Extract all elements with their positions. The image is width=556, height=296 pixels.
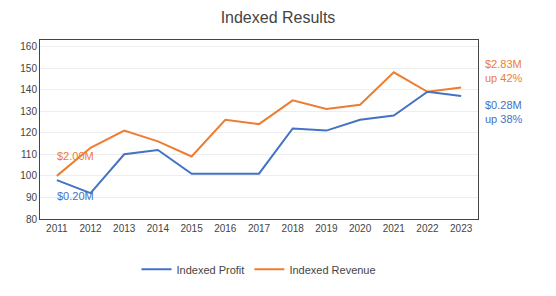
svg-text:2018: 2018 <box>282 223 305 234</box>
svg-text:2012: 2012 <box>79 223 102 234</box>
svg-text:150: 150 <box>20 63 37 74</box>
svg-text:Indexed Revenue: Indexed Revenue <box>289 264 375 276</box>
svg-text:2021: 2021 <box>383 223 406 234</box>
svg-text:100: 100 <box>20 170 37 181</box>
svg-text:$2.83Mup 42%: $2.83Mup 42% <box>485 58 523 84</box>
svg-text:2023: 2023 <box>450 223 473 234</box>
svg-text:130: 130 <box>20 106 37 117</box>
svg-text:$2.00M: $2.00M <box>57 150 94 162</box>
svg-text:90: 90 <box>26 192 38 203</box>
svg-text:$0.20M: $0.20M <box>57 190 94 202</box>
svg-text:Indexed Results: Indexed Results <box>221 9 336 26</box>
svg-text:2019: 2019 <box>315 223 338 234</box>
svg-text:140: 140 <box>20 84 37 95</box>
svg-text:120: 120 <box>20 127 37 138</box>
svg-text:2015: 2015 <box>180 223 203 234</box>
svg-text:80: 80 <box>26 214 38 225</box>
svg-text:2016: 2016 <box>214 223 237 234</box>
svg-text:160: 160 <box>20 41 37 52</box>
svg-text:110: 110 <box>21 149 37 160</box>
svg-text:$0.28Mup 38%: $0.28Mup 38% <box>485 99 523 125</box>
svg-text:2020: 2020 <box>349 223 372 234</box>
svg-text:2022: 2022 <box>416 223 439 234</box>
svg-text:2017: 2017 <box>248 223 271 234</box>
svg-text:Indexed Profit: Indexed Profit <box>177 264 245 276</box>
svg-text:2013: 2013 <box>113 223 136 234</box>
svg-text:2011: 2011 <box>46 223 68 234</box>
svg-text:2014: 2014 <box>147 223 170 234</box>
